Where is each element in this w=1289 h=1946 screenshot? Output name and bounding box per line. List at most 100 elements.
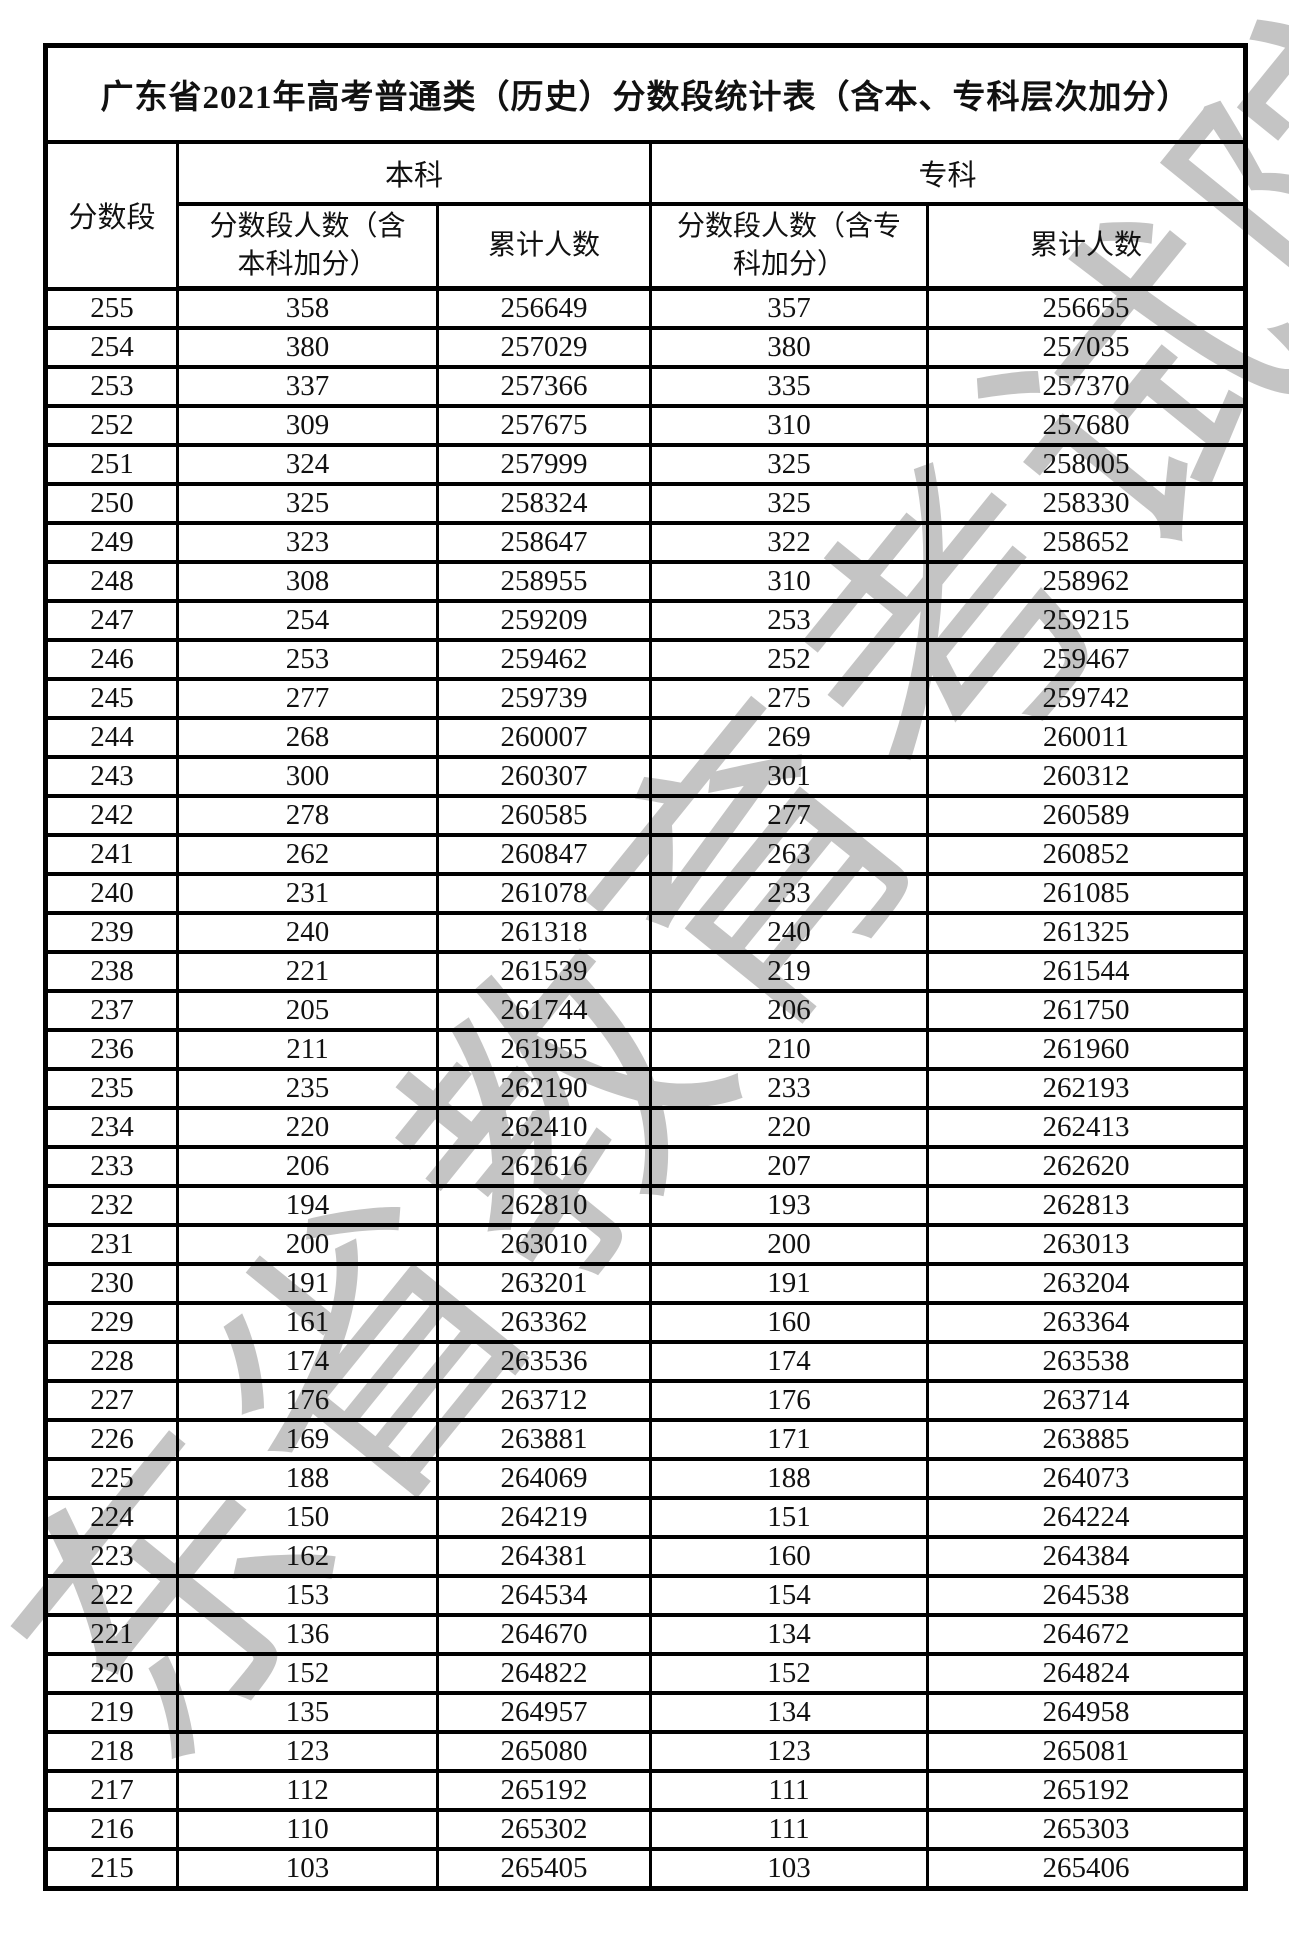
undergrad-count-cell: 268 [176, 716, 439, 759]
college-count-cell: 206 [649, 989, 929, 1032]
undergrad-count-cell: 206 [176, 1145, 439, 1188]
header-college-group: 专科 [649, 140, 1247, 206]
undergrad-count-cell: 188 [176, 1457, 439, 1500]
undergrad-cumulative-cell: 263201 [436, 1262, 652, 1305]
undergrad-count-cell: 337 [176, 365, 439, 408]
table-row: 222 153 264534 154 264538 [44, 1574, 1247, 1617]
undergrad-count-cell: 300 [176, 755, 439, 798]
undergrad-cumulative-cell: 265405 [436, 1847, 652, 1891]
score-band-cell: 234 [44, 1106, 179, 1149]
undergrad-cumulative-cell: 259462 [436, 638, 652, 681]
college-count-cell: 160 [649, 1301, 929, 1344]
undergrad-count-cell: 309 [176, 404, 439, 447]
score-band-cell: 227 [44, 1379, 179, 1422]
table-row: 248 308 258955 310 258962 [44, 560, 1247, 603]
score-band-cell: 215 [44, 1847, 179, 1891]
college-count-cell: 152 [649, 1652, 929, 1695]
undergrad-cumulative-cell: 257999 [436, 443, 652, 486]
undergrad-cumulative-cell: 265302 [436, 1808, 652, 1851]
college-count-cell: 233 [649, 872, 929, 915]
college-cumulative-cell: 263364 [926, 1301, 1247, 1344]
college-count-cell: 380 [649, 326, 929, 369]
table-row: 242 278 260585 277 260589 [44, 794, 1247, 837]
score-band-cell: 222 [44, 1574, 179, 1617]
undergrad-count-cell: 136 [176, 1613, 439, 1656]
college-cumulative-cell: 264824 [926, 1652, 1247, 1695]
college-cumulative-cell: 263538 [926, 1340, 1247, 1383]
table-row: 225 188 264069 188 264073 [44, 1457, 1247, 1500]
score-band-cell: 223 [44, 1535, 179, 1578]
college-cumulative-cell: 258005 [926, 443, 1247, 486]
undergrad-count-cell: 150 [176, 1496, 439, 1539]
undergrad-cumulative-cell: 264381 [436, 1535, 652, 1578]
undergrad-count-cell: 191 [176, 1262, 439, 1305]
undergrad-count-cell: 358 [176, 286, 439, 330]
college-cumulative-cell: 262413 [926, 1106, 1247, 1149]
college-cumulative-cell: 259215 [926, 599, 1247, 642]
table-row: 239 240 261318 240 261325 [44, 911, 1247, 954]
table-row: 250 325 258324 325 258330 [44, 482, 1247, 525]
undergrad-cumulative-cell: 260585 [436, 794, 652, 837]
college-count-cell: 174 [649, 1340, 929, 1383]
college-count-cell: 151 [649, 1496, 929, 1539]
undergrad-count-cell: 324 [176, 443, 439, 486]
college-count-cell: 233 [649, 1067, 929, 1110]
college-cumulative-cell: 265192 [926, 1769, 1247, 1812]
college-cumulative-cell: 263013 [926, 1223, 1247, 1266]
table-row: 252 309 257675 310 257680 [44, 404, 1247, 447]
college-cumulative-cell: 261750 [926, 989, 1247, 1032]
undergrad-cumulative-cell: 257029 [436, 326, 652, 369]
college-cumulative-cell: 261325 [926, 911, 1247, 954]
score-band-cell: 242 [44, 794, 179, 837]
score-band-cell: 253 [44, 365, 179, 408]
score-band-cell: 219 [44, 1691, 179, 1734]
college-count-cell: 103 [649, 1847, 929, 1891]
college-cumulative-cell: 256655 [926, 286, 1247, 330]
score-band-cell: 238 [44, 950, 179, 993]
undergrad-cumulative-cell: 264219 [436, 1496, 652, 1539]
score-band-cell: 243 [44, 755, 179, 798]
college-count-cell: 275 [649, 677, 929, 720]
undergrad-count-cell: 277 [176, 677, 439, 720]
college-count-cell: 310 [649, 404, 929, 447]
undergrad-cumulative-cell: 261955 [436, 1028, 652, 1071]
college-count-cell: 269 [649, 716, 929, 759]
table-row: 219 135 264957 134 264958 [44, 1691, 1247, 1734]
undergrad-count-cell: 308 [176, 560, 439, 603]
score-band-cell: 217 [44, 1769, 179, 1812]
score-band-cell: 228 [44, 1340, 179, 1383]
undergrad-cumulative-cell: 265080 [436, 1730, 652, 1773]
undergrad-cumulative-cell: 263362 [436, 1301, 652, 1344]
undergrad-cumulative-cell: 261078 [436, 872, 652, 915]
table-row: 215 103 265405 103 265406 [44, 1847, 1247, 1891]
college-cumulative-cell: 264224 [926, 1496, 1247, 1539]
undergrad-count-cell: 162 [176, 1535, 439, 1578]
table-body: 255 358 256649 357 256655 254 380 257029 380 2570… [44, 286, 1247, 1891]
college-count-cell: 335 [649, 365, 929, 408]
undergrad-cumulative-cell: 264957 [436, 1691, 652, 1734]
college-count-cell: 188 [649, 1457, 929, 1500]
college-count-cell: 277 [649, 794, 929, 837]
undergrad-cumulative-cell: 262410 [436, 1106, 652, 1149]
undergrad-count-cell: 161 [176, 1301, 439, 1344]
undergrad-cumulative-cell: 260847 [436, 833, 652, 876]
score-band-cell: 254 [44, 326, 179, 369]
college-count-cell: 253 [649, 599, 929, 642]
college-count-cell: 301 [649, 755, 929, 798]
score-band-cell: 237 [44, 989, 179, 1032]
table-row: 255 358 256649 357 256655 [44, 286, 1247, 330]
score-band-cell: 246 [44, 638, 179, 681]
table-row: 233 206 262616 207 262620 [44, 1145, 1247, 1188]
college-count-cell: 176 [649, 1379, 929, 1422]
undergrad-count-cell: 221 [176, 950, 439, 993]
college-count-cell: 325 [649, 482, 929, 525]
score-band-cell: 224 [44, 1496, 179, 1539]
college-cumulative-cell: 264672 [926, 1613, 1247, 1656]
score-band-cell: 249 [44, 521, 179, 564]
college-count-cell: 240 [649, 911, 929, 954]
undergrad-count-cell: 110 [176, 1808, 439, 1851]
college-count-cell: 325 [649, 443, 929, 486]
score-band-cell: 236 [44, 1028, 179, 1071]
table-row: 218 123 265080 123 265081 [44, 1730, 1247, 1773]
college-count-cell: 252 [649, 638, 929, 681]
